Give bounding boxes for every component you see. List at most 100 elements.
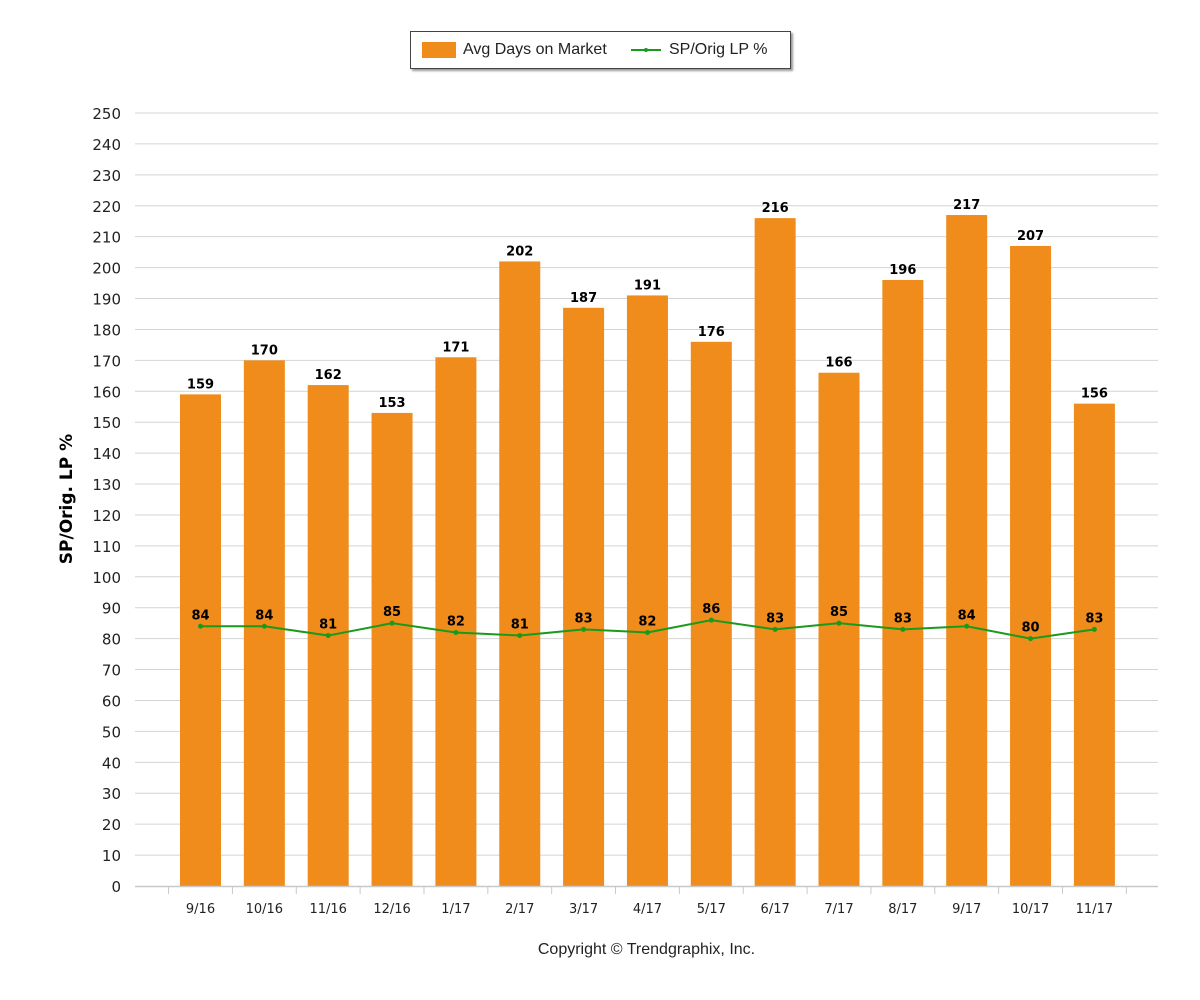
- bar: [690, 341, 732, 887]
- bar-value-label: 159: [187, 377, 214, 392]
- bar: [371, 412, 413, 886]
- y-tick-label: 140: [92, 445, 121, 463]
- line-value-label: 81: [511, 618, 529, 633]
- line-value-label: 81: [319, 618, 337, 633]
- y-tick-label: 80: [102, 631, 121, 649]
- axes: [135, 885, 1158, 894]
- copyright-text: Copyright © Trendgraphix, Inc.: [537, 941, 756, 958]
- bar: [435, 357, 477, 886]
- y-tick-label: 170: [92, 352, 121, 370]
- y-tick-label: 240: [92, 136, 121, 154]
- line-value-label: 85: [830, 605, 848, 620]
- x-tick-label: 5/17: [697, 902, 726, 917]
- line-point: [581, 626, 587, 632]
- line-point: [644, 629, 650, 635]
- line-point: [198, 623, 203, 629]
- bar-value-label: 171: [442, 340, 469, 355]
- line-value-label: 84: [191, 608, 209, 623]
- bar: [180, 394, 221, 886]
- x-tick-label: 4/17: [633, 902, 662, 917]
- bar-value-label: 156: [1081, 387, 1108, 402]
- line-point: [900, 626, 906, 632]
- bar-value-label: 153: [378, 396, 405, 411]
- x-tick-label: 10/16: [246, 902, 283, 917]
- y-tick-label: 10: [102, 847, 121, 865]
- line-value-label: 86: [702, 602, 720, 617]
- y-tick-label: 50: [102, 723, 121, 741]
- x-tick-label: 11/16: [309, 902, 346, 917]
- y-tick-label: 210: [92, 229, 121, 247]
- bar-value-label: 217: [953, 198, 980, 213]
- line-point: [1028, 636, 1034, 642]
- line-value-label: 82: [447, 614, 465, 629]
- line-point: [325, 633, 331, 639]
- bar-value-label: 202: [506, 244, 533, 259]
- y-tick-label: 60: [102, 692, 121, 710]
- line-point: [1091, 626, 1097, 632]
- y-tick-label: 160: [92, 383, 121, 401]
- x-tick-label: 9/17: [952, 902, 981, 917]
- bar: [946, 215, 988, 886]
- bar-value-label: 191: [634, 278, 661, 293]
- bar-value-label: 162: [315, 368, 342, 383]
- x-tick-label: 12/16: [373, 902, 410, 917]
- legend-label-line: SP/Orig LP %: [669, 41, 768, 58]
- bar: [1010, 245, 1052, 886]
- line-point: [708, 617, 714, 623]
- line-value-label: 85: [383, 605, 401, 620]
- x-tick-label: 2/17: [505, 902, 534, 917]
- line-value-label: 84: [255, 608, 273, 623]
- line-value-label: 84: [958, 608, 976, 623]
- line-point: [772, 626, 778, 632]
- x-tick-label: 10/17: [1012, 902, 1049, 917]
- legend-label-bars: Avg Days on Market: [463, 41, 607, 58]
- x-tick-label: 3/17: [569, 902, 598, 917]
- bar: [243, 360, 285, 886]
- x-tick-label: 9/16: [186, 902, 215, 917]
- y-tick-label: 70: [102, 662, 121, 680]
- bar: [563, 307, 605, 886]
- line-point: [964, 623, 970, 629]
- y-tick-label: 130: [92, 476, 121, 494]
- y-tick-label: 40: [102, 754, 121, 772]
- line-series: [198, 617, 1097, 642]
- x-tick-label: 8/17: [888, 902, 917, 917]
- bar-value-label: 176: [698, 325, 725, 340]
- x-tick-label: 7/17: [824, 902, 853, 917]
- bar: [818, 372, 860, 886]
- line-point: [836, 620, 842, 626]
- line-value-label: 83: [894, 611, 912, 626]
- y-tick-label: 120: [92, 507, 121, 525]
- bar: [626, 295, 668, 887]
- line-value-label: 80: [1022, 621, 1040, 636]
- line-value-label: 83: [766, 611, 784, 626]
- y-tick-label: 110: [92, 538, 121, 556]
- line-point: [389, 620, 395, 626]
- bar: [1073, 403, 1115, 886]
- bar: [754, 218, 796, 887]
- y-tick-label: 230: [92, 167, 121, 185]
- legend-swatch-bars: [422, 42, 456, 58]
- y-tick-label: 90: [102, 600, 121, 618]
- line-value-label: 82: [638, 614, 656, 629]
- x-tick-label: 6/17: [761, 902, 790, 917]
- y-tick-label: 180: [92, 321, 121, 339]
- bar-value-label: 196: [889, 263, 916, 278]
- bars: [180, 215, 1115, 887]
- bar-value-label: 207: [1017, 229, 1044, 244]
- legend-item-bars[interactable]: Avg Days on Market: [422, 32, 607, 68]
- bar-value-label: 187: [570, 291, 597, 306]
- x-axis-ticks: 9/16 10/16 11/16 12/16 1/17 2/17 3/17 4/17 5/17 6…: [186, 902, 1113, 917]
- legend: Avg Days on Market SP/Orig LP %: [410, 31, 791, 69]
- legend-item-line[interactable]: SP/Orig LP %: [631, 32, 767, 68]
- line-point: [261, 623, 267, 629]
- y-axis-ticks: 0 10 20 30 40 50 60 70 80 90 100 110 120 130 140 150 160…: [92, 105, 121, 896]
- y-tick-label: 200: [92, 260, 121, 278]
- y-tick-label: 190: [92, 291, 121, 309]
- line-point: [517, 633, 523, 639]
- line-value-label: 83: [575, 611, 593, 626]
- y-tick-label: 0: [111, 878, 121, 896]
- bar-value-label: 216: [762, 201, 789, 216]
- y-tick-label: 250: [92, 105, 121, 123]
